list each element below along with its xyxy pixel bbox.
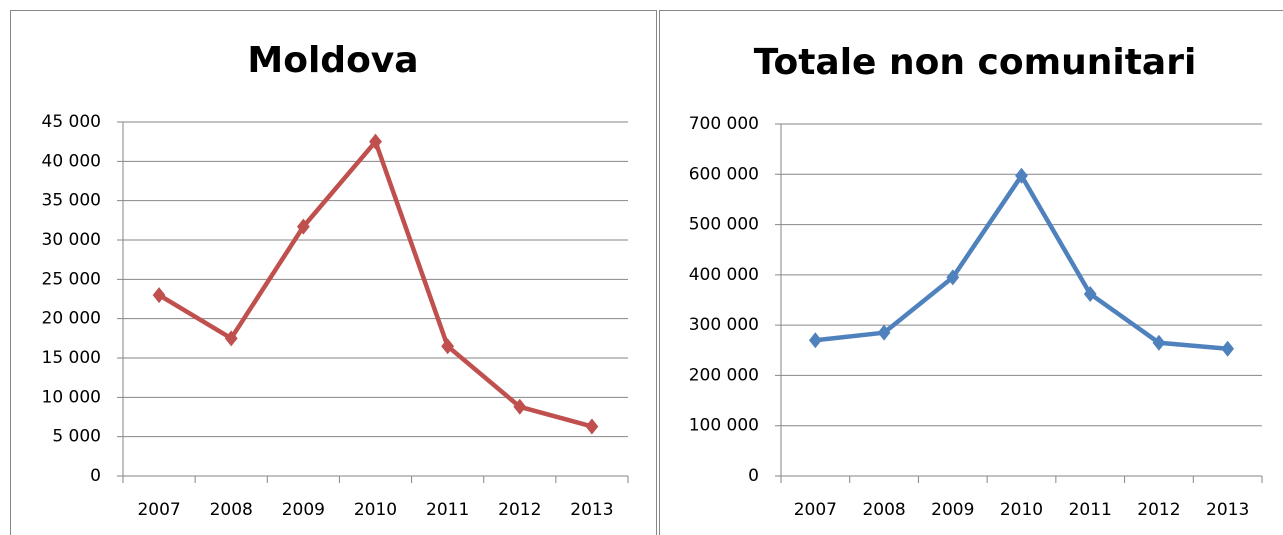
y-tick-label: 0 — [748, 466, 759, 486]
data-marker — [369, 133, 382, 150]
data-marker — [1221, 340, 1235, 357]
y-tick-label: 35 000 — [42, 191, 101, 211]
chart-title: Moldova — [247, 40, 418, 81]
y-tick-label: 400 000 — [689, 265, 759, 285]
x-tick-label: 2007 — [137, 500, 180, 520]
panel-border — [659, 10, 1283, 535]
data-marker — [224, 330, 238, 347]
x-tick-label: 2010 — [1000, 500, 1043, 520]
y-tick-label: 200 000 — [689, 365, 759, 385]
x-tick-label: 2009 — [931, 500, 974, 520]
data-marker — [1152, 334, 1166, 351]
data-marker — [296, 218, 310, 235]
data-marker — [441, 338, 455, 355]
x-tick-label: 2008 — [862, 500, 905, 520]
data-marker — [585, 418, 599, 435]
x-tick-label: 2013 — [570, 500, 613, 520]
data-marker — [877, 324, 891, 341]
x-tick-label: 2007 — [794, 500, 837, 520]
x-tick-label: 2011 — [426, 500, 469, 520]
data-marker — [808, 332, 822, 349]
data-marker — [946, 269, 960, 286]
data-line — [157, 139, 593, 429]
y-tick-label: 600 000 — [689, 164, 759, 184]
x-tick-label: 2013 — [1206, 500, 1249, 520]
y-tick-label: 0 — [90, 466, 101, 486]
y-tick-label: 45 000 — [42, 112, 101, 132]
x-tick-label: 2009 — [282, 500, 325, 520]
y-tick-label: 300 000 — [689, 315, 759, 335]
y-tick-label: 100 000 — [689, 416, 759, 436]
y-tick-label: 700 000 — [689, 114, 759, 134]
y-tick-label: 500 000 — [689, 215, 759, 235]
y-tick-label: 20 000 — [42, 309, 101, 329]
y-tick-label: 25 000 — [42, 269, 101, 289]
x-tick-label: 2012 — [1137, 500, 1180, 520]
panel-border — [10, 10, 657, 535]
chart-title: Totale non comunitari — [754, 42, 1197, 83]
y-tick-label: 10 000 — [42, 387, 101, 407]
x-tick-label: 2011 — [1069, 500, 1112, 520]
x-tick-label: 2008 — [210, 500, 253, 520]
y-tick-label: 5 000 — [52, 427, 101, 447]
data-line — [815, 173, 1228, 352]
data-marker — [152, 287, 166, 304]
x-tick-label: 2012 — [498, 500, 541, 520]
data-marker — [1015, 167, 1028, 184]
data-marker — [513, 398, 527, 415]
x-tick-label: 2010 — [354, 500, 397, 520]
data-marker — [1083, 285, 1097, 302]
y-tick-label: 40 000 — [42, 151, 101, 171]
y-tick-label: 30 000 — [42, 230, 101, 250]
y-tick-label: 15 000 — [42, 348, 101, 368]
